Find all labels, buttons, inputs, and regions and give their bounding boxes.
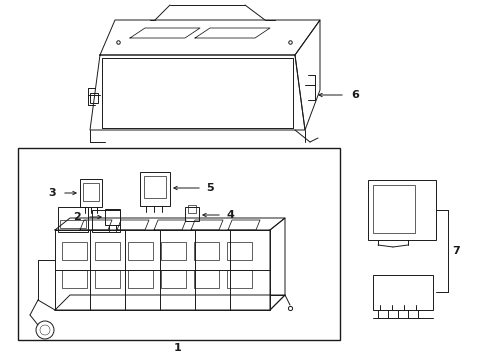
Bar <box>194 242 219 260</box>
Bar <box>161 242 185 260</box>
Bar <box>105 209 120 225</box>
Text: 2: 2 <box>73 212 81 222</box>
Bar <box>58 207 88 232</box>
Bar <box>187 205 196 213</box>
Bar <box>80 179 102 207</box>
Text: 4: 4 <box>225 210 233 220</box>
Bar <box>226 242 251 260</box>
Bar <box>372 185 414 233</box>
Text: 5: 5 <box>206 183 213 193</box>
Bar <box>372 275 432 310</box>
Bar <box>90 93 98 103</box>
Bar <box>18 148 339 340</box>
Bar <box>194 270 219 288</box>
Bar <box>128 270 153 288</box>
Bar <box>60 220 86 228</box>
Bar <box>140 172 170 206</box>
Bar <box>184 207 199 221</box>
Bar <box>226 270 251 288</box>
Text: 1: 1 <box>174 343 182 353</box>
Bar <box>143 176 165 198</box>
Bar <box>92 210 120 232</box>
Text: 3: 3 <box>48 188 56 198</box>
Bar <box>95 270 120 288</box>
Bar <box>62 270 87 288</box>
Bar <box>83 183 99 201</box>
Text: 7: 7 <box>451 246 459 256</box>
Bar <box>367 180 435 240</box>
Bar <box>128 242 153 260</box>
Text: 6: 6 <box>350 90 358 100</box>
Bar <box>95 242 120 260</box>
Bar <box>161 270 185 288</box>
Bar <box>62 242 87 260</box>
